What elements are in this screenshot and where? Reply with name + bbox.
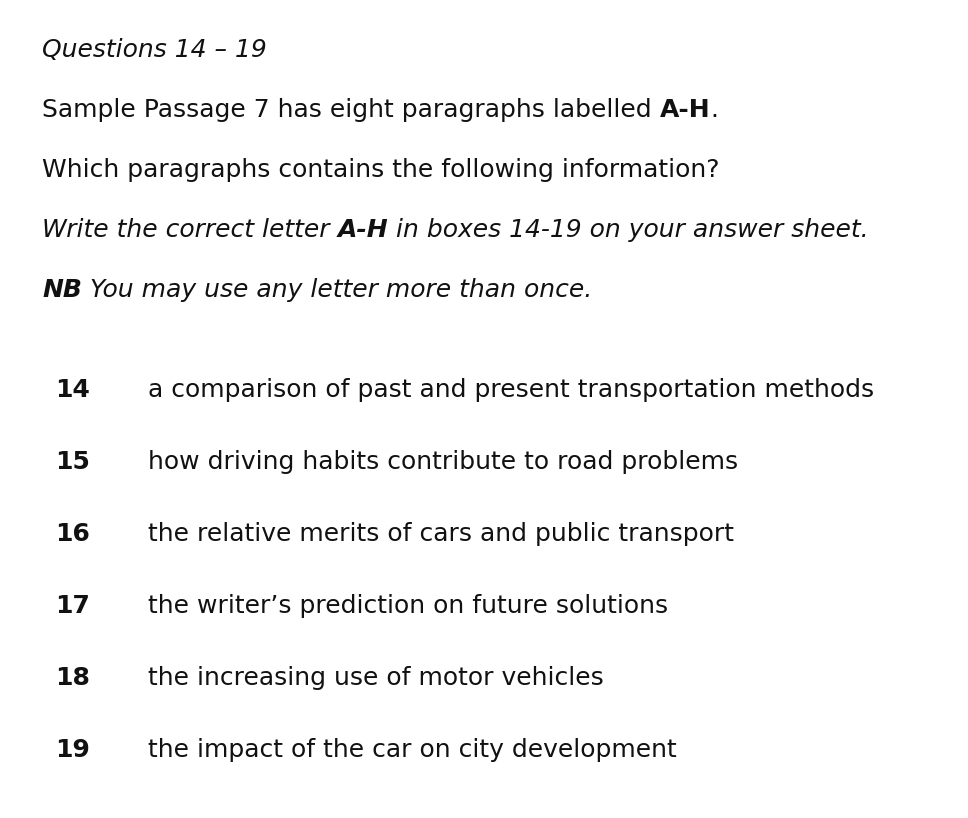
Text: Questions 14 – 19: Questions 14 – 19 — [42, 38, 267, 62]
Text: .: . — [711, 98, 718, 122]
Text: the relative merits of cars and public transport: the relative merits of cars and public t… — [148, 522, 734, 546]
Text: 15: 15 — [55, 450, 90, 474]
Text: the increasing use of motor vehicles: the increasing use of motor vehicles — [148, 666, 604, 690]
Text: Write the correct letter: Write the correct letter — [42, 218, 338, 242]
Text: Sample Passage 7 has eight paragraphs labelled: Sample Passage 7 has eight paragraphs la… — [42, 98, 659, 122]
Text: how driving habits contribute to road problems: how driving habits contribute to road pr… — [148, 450, 739, 474]
Text: the writer’s prediction on future solutions: the writer’s prediction on future soluti… — [148, 594, 668, 618]
Text: 16: 16 — [55, 522, 90, 546]
Text: NB: NB — [42, 278, 82, 302]
Text: in boxes 14-19 on your answer sheet.: in boxes 14-19 on your answer sheet. — [388, 218, 868, 242]
Text: 17: 17 — [55, 594, 90, 618]
Text: 14: 14 — [55, 378, 90, 402]
Text: the impact of the car on city development: the impact of the car on city developmen… — [148, 738, 677, 762]
Text: 18: 18 — [55, 666, 90, 690]
Text: a comparison of past and present transportation methods: a comparison of past and present transpo… — [148, 378, 874, 402]
Text: Which paragraphs contains the following information?: Which paragraphs contains the following … — [42, 158, 719, 182]
Text: A-H: A-H — [659, 98, 711, 122]
Text: You may use any letter more than once.: You may use any letter more than once. — [82, 278, 592, 302]
Text: 19: 19 — [55, 738, 90, 762]
Text: A-H: A-H — [338, 218, 388, 242]
